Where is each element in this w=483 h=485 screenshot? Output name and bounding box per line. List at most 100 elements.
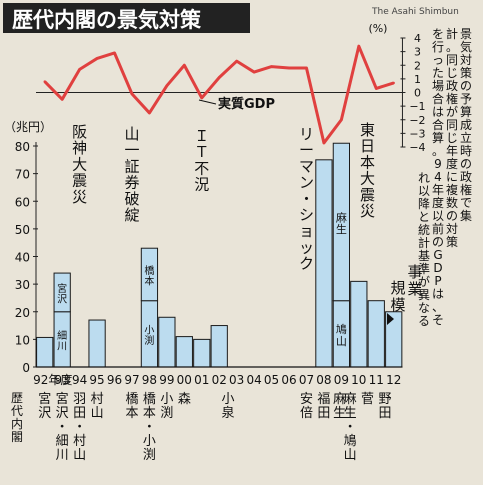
gdp-tick-label: 1 — [414, 73, 421, 86]
cabinet-header-b: 内閣 — [11, 417, 23, 444]
cabinet-label-7: 森 — [178, 392, 191, 407]
note-column-1: 計。同じ政権が同じ年度に複数の対策 — [446, 26, 458, 249]
gdp-tick-label: 0 — [414, 87, 421, 100]
gdp-tick-label: −1 — [409, 100, 425, 113]
gdp-tick-label: −4 — [409, 141, 425, 154]
cabinet-label-3: 村山 — [91, 392, 104, 421]
gdp-point-04 — [252, 70, 256, 74]
x-tick-98: 98 — [142, 373, 157, 387]
gdp-point-99 — [165, 84, 169, 87]
event-label-2: ＩＴ不況 — [194, 127, 209, 194]
x-tick-12: 12 — [386, 373, 401, 387]
gdp-point-08 — [322, 141, 326, 145]
cabinet-label-12: 麻生・鳩山 — [344, 392, 357, 463]
bar-tick-label: 20 — [15, 306, 30, 320]
gdp-point-95 — [95, 57, 99, 60]
bar-93-seg-1 — [53, 272, 71, 313]
x-tick-92: 92年度 — [33, 372, 72, 387]
cabinet-label-13: 菅 — [361, 392, 374, 407]
gdp-point-11 — [375, 87, 378, 90]
gdp-point-09 — [340, 118, 343, 121]
bar-tick-label: 10 — [15, 333, 30, 347]
x-tick-06: 06 — [281, 373, 296, 387]
x-tick-09: 09 — [334, 373, 349, 387]
bar-98-seg-1 — [140, 247, 159, 302]
bar-unit-label: （兆円） — [4, 120, 52, 134]
event-label-1: 山一証券破綻 — [124, 125, 139, 224]
x-tick-10: 10 — [351, 373, 366, 387]
gdp-unit-label: (%) — [368, 22, 387, 35]
bar-tick-label: 60 — [15, 195, 30, 209]
cabinet-label-0: 宮沢 — [38, 391, 51, 421]
gdp-point-00 — [183, 64, 186, 67]
gdp-point-10 — [357, 44, 361, 48]
x-tick-11: 11 — [369, 373, 384, 387]
cabinet-label-8: 小泉 — [221, 392, 234, 421]
note-block: 景気対策の予算成立時の政権で集計。同じ政権が同じ年度に複数の対策を行った場合は合… — [418, 26, 472, 328]
event-label-4: 東日本大震災 — [360, 121, 375, 220]
x-tick-07: 07 — [299, 373, 314, 387]
bar-tick-label: 30 — [15, 278, 30, 292]
gdp-label-leader — [198, 99, 217, 105]
cabinet-header-a: 歴代 — [11, 391, 23, 418]
x-tick-93: 93 — [55, 373, 70, 387]
title-banner — [3, 3, 250, 33]
bar-series-label-a: 事業 — [407, 263, 422, 298]
bar-08-seg-0 — [315, 159, 333, 368]
x-tick-97: 97 — [124, 373, 139, 387]
bar-tick-label: 50 — [15, 223, 30, 237]
gdp-point-92 — [43, 80, 46, 83]
chart-title: 歴代内閣の景気対策 — [12, 8, 202, 32]
x-tick-01: 01 — [194, 373, 209, 387]
note-column-3: れ以降と統計基準が異なる — [418, 171, 430, 328]
cabinet-label-6: 小渕 — [160, 392, 173, 421]
x-tick-96: 96 — [107, 373, 122, 387]
bar-tick-label: 70 — [15, 168, 30, 182]
cabinet-label-4: 橋本 — [125, 392, 138, 421]
bar-11-seg-0 — [367, 300, 385, 368]
note-column-0: 景気対策の予算成立時の政権で集 — [460, 27, 472, 223]
gdp-point-93 — [60, 98, 64, 101]
cabinet-label-9: 安倍 — [300, 392, 313, 421]
event-label-3: リーマン・ショック — [299, 125, 314, 273]
cabinet-label-1: 宮沢・細川 — [56, 391, 69, 463]
bar-label-pointer — [387, 313, 394, 325]
gdp-point-01 — [200, 96, 203, 100]
x-tick-99: 99 — [159, 373, 174, 387]
x-tick-08: 08 — [316, 373, 331, 387]
gdp-series-label: 実質GDP — [218, 96, 275, 112]
x-tick-05: 05 — [264, 373, 279, 387]
x-tick-94: 94 — [72, 373, 87, 387]
gdp-tick-label: 3 — [414, 46, 421, 59]
cabinet-label-5: 橋本・小渕 — [143, 392, 156, 463]
bar-00-seg-0 — [175, 336, 193, 368]
gdp-tick-label: 2 — [414, 59, 421, 72]
gdp-point-02 — [218, 76, 221, 79]
gdp-tick-label: 4 — [414, 32, 421, 45]
bar-09-segment-label: 麻生 — [336, 210, 347, 236]
bar-09-seg-1 — [332, 142, 350, 302]
gdp-point-97 — [130, 92, 134, 96]
bar-tick-label: 80 — [15, 140, 30, 154]
gdp-tick-label: −3 — [409, 127, 425, 140]
note-column-2: を行った場合は合算。 9 4 年度以前の G D P は、そ — [432, 27, 444, 327]
x-tick-02: 02 — [212, 373, 227, 387]
bar-01-seg-0 — [193, 338, 211, 368]
gdp-point-06 — [287, 66, 291, 70]
bar-93-segment-label: 細川 — [57, 329, 67, 353]
gdp-point-05 — [270, 65, 273, 68]
bar-series-label-b: 規模 — [390, 279, 405, 314]
gdp-point-07 — [305, 66, 308, 70]
cabinet-label-2: 羽田・村山 — [73, 392, 86, 463]
gdp-point-96 — [113, 51, 116, 55]
x-tick-04: 04 — [246, 373, 261, 387]
bar-95-seg-0 — [88, 319, 106, 368]
gdp-point-12 — [392, 81, 395, 85]
gdp-tick-label: −2 — [409, 114, 425, 127]
